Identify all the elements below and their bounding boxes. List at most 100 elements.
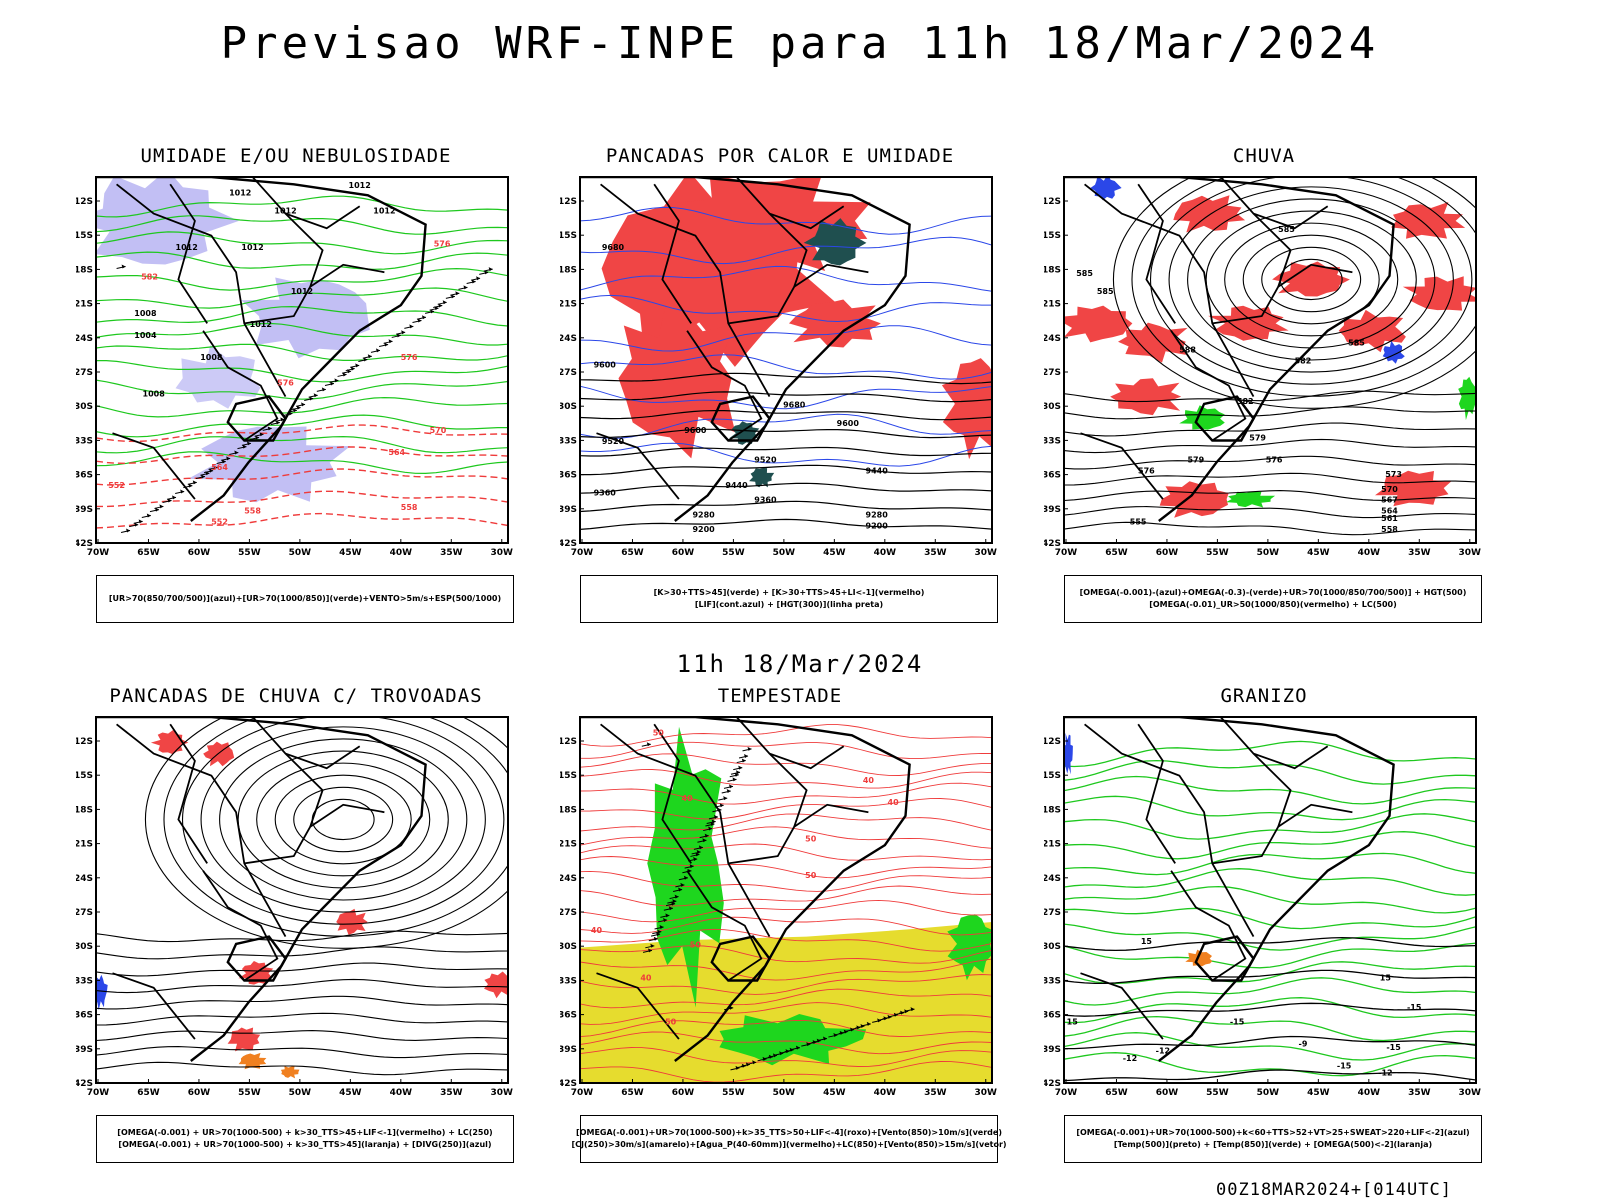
lat-tick-label: 24S [560, 874, 577, 884]
lon-tick-label: 70W [571, 548, 594, 558]
lat-tick-label: 15S [76, 231, 93, 241]
contour-label: 15 [1067, 1017, 1079, 1026]
contour-label: 582 [141, 272, 158, 281]
legend-line: [LIF](cont.azul) + [HGT(300)](linha pret… [694, 600, 884, 609]
contour-label: 558 [1381, 525, 1398, 534]
lat-tick-label: 18S [1044, 265, 1061, 275]
contour-label: 9200 [692, 525, 715, 534]
lon-tick-label: 60W [672, 548, 695, 558]
contour-label: 9440 [866, 466, 889, 475]
lon-tick-label: 40W [874, 1088, 897, 1098]
lat-tick-label: 24S [560, 334, 577, 344]
contour-label: 40 [888, 798, 900, 807]
lat-tick-label: 39S [1044, 505, 1061, 515]
panel-chuva: CHUVA 585 585 585 588 582 585 582 579 579 576 576 57… [1044, 145, 1524, 625]
lat-tick-label: 18S [76, 805, 93, 815]
contour-label: 561 [1381, 514, 1398, 523]
lon-tick-label: 55W [1206, 548, 1229, 558]
contour-label: 15 [1380, 974, 1392, 983]
legend-line: [OMEGA(-0.001)-(azul)+OMEGA(-0.3)-(verde… [1079, 588, 1467, 597]
contour-label: -12 [1156, 1047, 1170, 1056]
lat-tick-label: 33S [1044, 976, 1061, 986]
panel-title: CHUVA [1232, 145, 1296, 167]
lon-tick-label: 30W [1459, 1088, 1482, 1098]
lat-tick-label: 21S [1044, 840, 1061, 850]
lon-tick-label: 65W [621, 548, 644, 558]
contour-label: 552 [211, 518, 228, 527]
lat-tick-label: 27S [560, 368, 577, 378]
contour-label: 579 [1249, 434, 1266, 443]
contour-label: 1008 [134, 309, 157, 318]
lon-tick-label: 65W [137, 1088, 160, 1098]
contour-label: 40 [682, 794, 694, 803]
lon-tick-label: 70W [571, 1088, 594, 1098]
lon-tick-label: 60W [1156, 548, 1179, 558]
lon-tick-label: 40W [390, 1088, 413, 1098]
contour-label: 9360 [594, 488, 617, 497]
lon-tick-label: 55W [1206, 1088, 1229, 1098]
lat-tick-label: 24S [76, 874, 93, 884]
contour-label: 1012 [291, 287, 313, 296]
legend-line: [OMEGA(-0.01)_UR>50(1000/850)(vermelho) … [1149, 600, 1397, 609]
lat-tick-label: 30S [560, 942, 577, 952]
panel-title: GRANIZO [1220, 685, 1308, 707]
lon-tick-label: 35W [1408, 548, 1431, 558]
lat-tick-label: 12S [1044, 737, 1061, 747]
lat-tick-label: 30S [1044, 942, 1061, 952]
lat-tick-label: 36S [1044, 471, 1061, 481]
lon-tick-label: 50W [289, 1088, 312, 1098]
forecast-time-subtitle: 11h 18/Mar/2024 [676, 650, 924, 678]
lat-tick-label: 36S [560, 471, 577, 481]
lat-tick-label: 24S [1044, 334, 1061, 344]
lat-tick-label: 27S [1044, 368, 1061, 378]
contour-label: -9 [1299, 1039, 1308, 1048]
contour-label: 40 [863, 776, 875, 785]
lon-tick-label: 35W [1408, 1088, 1431, 1098]
lon-tick-label: 60W [188, 1088, 211, 1098]
lat-tick-label: 21S [560, 840, 577, 850]
contour-label: 9600 [684, 426, 707, 435]
lat-tick-label: 33S [560, 976, 577, 986]
panel-umidade: UMIDADE E/OU NEBULOSIDADE 1012 1012 1012 100… [76, 145, 556, 625]
contour-label: 588 [1179, 346, 1196, 355]
lat-tick-label: 33S [76, 436, 93, 446]
lon-tick-label: 30W [975, 548, 998, 558]
lon-tick-label: 35W [440, 1088, 463, 1098]
contour-label: 1008 [143, 390, 166, 399]
legend-line: [K>30+TTS>45](verde) + [K>30+TTS>45+LI<-… [653, 588, 925, 597]
panel-legend: [K>30+TTS>45](verde) + [K>30+TTS>45+LI<-… [580, 575, 998, 623]
contour-label: 585 [1348, 338, 1365, 347]
legend-line: [OMEGA(-0.001) + UR>70(1000-500) + k>30_… [118, 1140, 492, 1149]
lat-tick-label: 27S [76, 908, 93, 918]
lon-tick-label: 60W [1156, 1088, 1179, 1098]
contour-label: 558 [244, 507, 261, 516]
lat-tick-label: 42S [76, 1079, 93, 1089]
lon-tick-label: 30W [975, 1088, 998, 1098]
lat-tick-label: 30S [560, 402, 577, 412]
lon-tick-label: 45W [339, 1088, 362, 1098]
contour-label: 9360 [754, 496, 777, 505]
contour-label: 564 [211, 463, 228, 472]
lat-tick-label: 24S [1044, 874, 1061, 884]
panel-legend: [OMEGA(-0.001)+UR>70(1000-500)+k>35_TTS>… [571, 1115, 1007, 1163]
contour-label: 50 [805, 834, 817, 843]
lat-tick-label: 27S [1044, 908, 1061, 918]
lon-tick-label: 45W [1307, 548, 1330, 558]
lon-tick-label: 40W [390, 548, 413, 558]
lon-tick-label: 55W [722, 1088, 745, 1098]
lon-tick-label: 50W [1257, 548, 1280, 558]
contour-label: 9680 [602, 243, 625, 252]
lat-tick-label: 27S [560, 908, 577, 918]
lat-tick-label: 39S [76, 505, 93, 515]
panel-title: PANCADAS DE CHUVA C/ TROVOADAS [109, 685, 483, 707]
lon-tick-label: 45W [823, 1088, 846, 1098]
lat-tick-label: 15S [76, 771, 93, 781]
lon-tick-label: 70W [1055, 548, 1078, 558]
panel-title: TEMPESTADE [717, 685, 843, 707]
lon-tick-label: 70W [87, 1088, 110, 1098]
panel-tempestade: TEMPESTADE 50 40 50 40 50 40 40 50 40 50 70W 65W 60W 5… [560, 685, 1040, 1165]
contour-label: 1012 [229, 188, 251, 197]
lat-tick-label: 12S [560, 197, 577, 207]
contour-label: 570 [1381, 485, 1398, 494]
legend-line: [UR>70(850/700/500)](azul)+[UR>70(1000/8… [108, 594, 502, 603]
